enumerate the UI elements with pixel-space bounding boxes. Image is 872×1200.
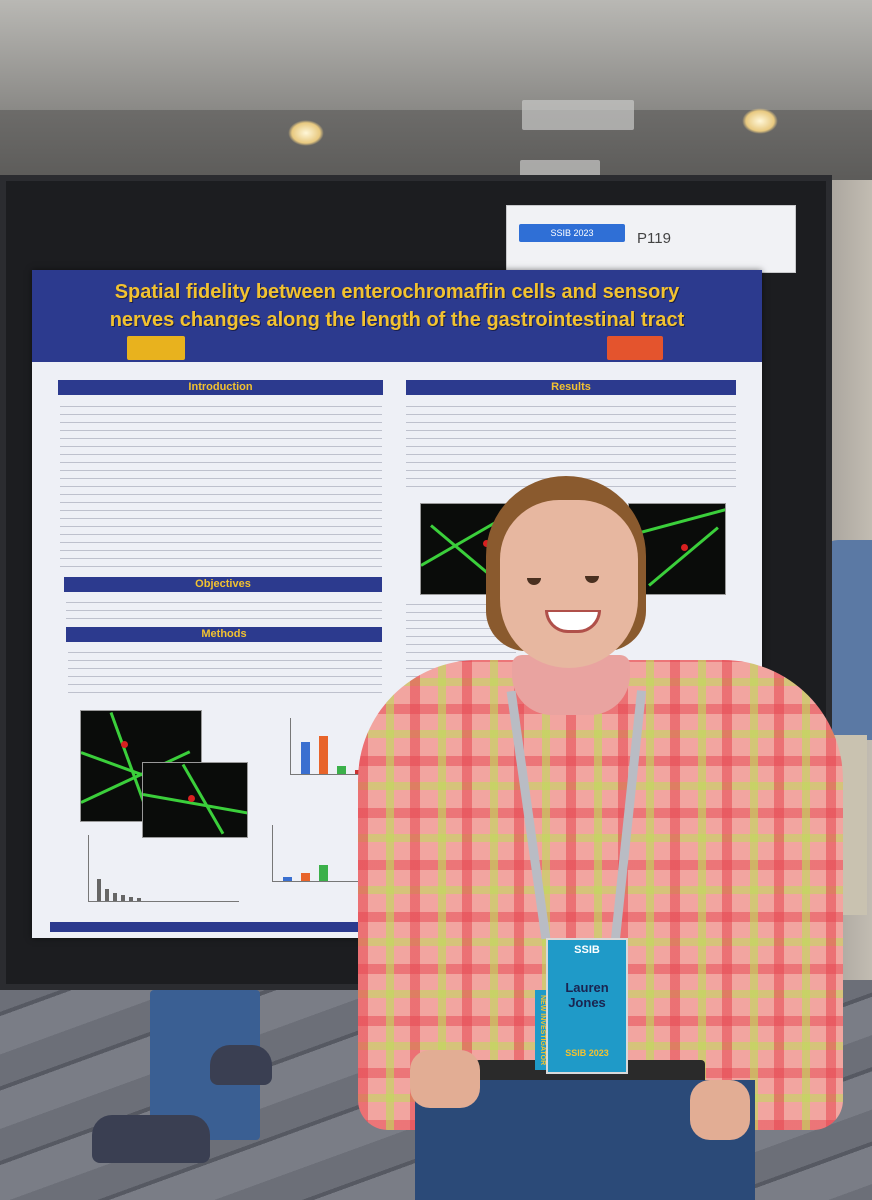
nerve-fibre [648,526,719,587]
bar [113,893,117,901]
badge-side-label: NEW INVESTIGATOR [535,990,549,1070]
poster-number: P119 [637,230,671,247]
results-text [406,402,736,490]
eye [527,578,541,585]
bar [129,897,133,901]
name-badge: SSIB Lauren Jones SSIB 2023 [546,938,628,1074]
badge-last-name: Jones [568,995,606,1010]
bar [283,877,292,881]
microscopy-image [142,762,248,838]
badge-first-name: Lauren [565,980,609,995]
face [500,500,638,668]
ec-cell [121,741,128,748]
section-heading-introduction: Introduction [58,380,383,395]
poster-title: Spatial fidelity between enterochromaffi… [52,278,742,334]
shoe [92,1115,210,1163]
bar [319,865,328,881]
bar-chart [272,825,363,882]
bar [97,879,101,901]
section-heading-methods: Methods [66,627,382,642]
event-label: SSIB 2023 [519,224,625,242]
bar [337,766,346,774]
shoe [210,1045,272,1085]
poster-number-card: SSIB 2023 P119 [506,205,796,273]
bar [319,736,328,774]
ceiling-light [742,108,778,134]
bar [301,873,310,881]
ceiling-light [288,120,324,146]
university-logo [127,336,185,360]
histogram [88,835,239,902]
poster-title-line: Spatial fidelity between enterochromaffi… [114,281,680,303]
badge-org: SSIB [574,944,600,956]
ec-cell [188,795,195,802]
nerve-fibre [143,793,247,817]
hand [410,1050,480,1108]
hand [690,1080,750,1140]
bar [137,898,141,901]
objectives-text [66,598,382,620]
section-heading-results: Results [406,380,736,395]
ceiling-vent [522,100,634,130]
section-heading-objectives: Objectives [64,577,382,592]
bar [301,742,310,774]
bar [105,889,109,901]
methods-text [68,648,382,700]
poster-header: Spatial fidelity between enterochromaffi… [32,270,762,362]
badge-event: SSIB 2023 [565,1048,609,1058]
ec-cell [681,544,688,551]
eye [585,576,599,583]
poster-title-line: nerves changes along the length of the g… [109,309,685,331]
bar [121,895,125,901]
introduction-text [60,402,382,572]
ceiling-panel [0,0,872,110]
institute-logo [607,336,663,360]
